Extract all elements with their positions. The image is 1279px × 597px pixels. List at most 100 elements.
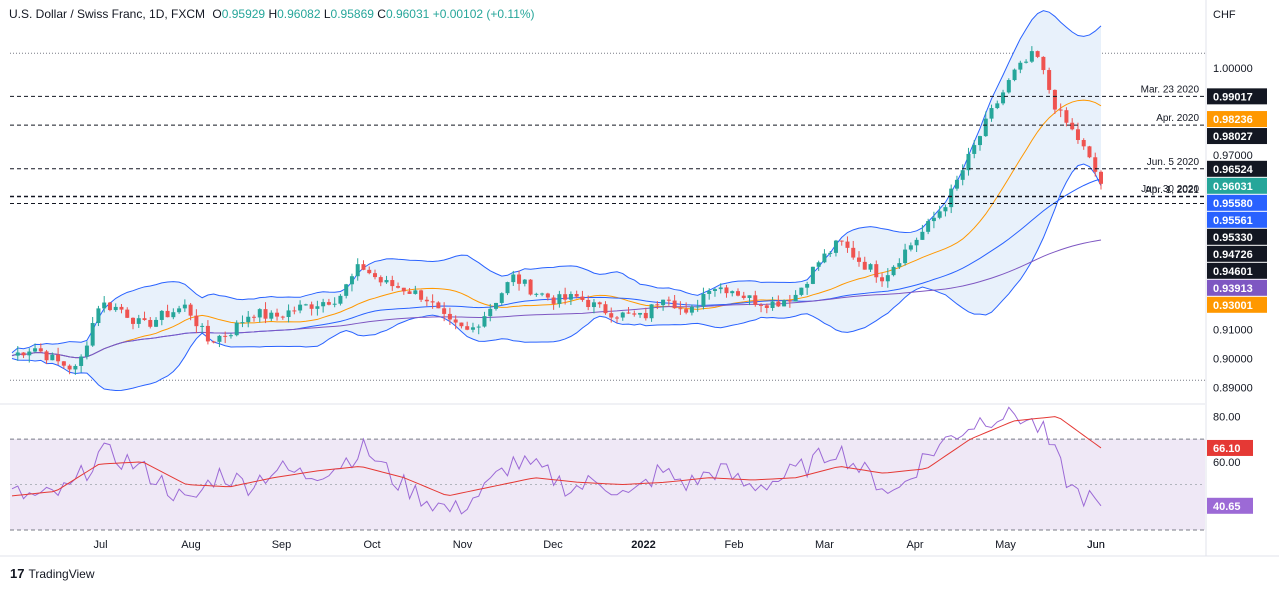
time-axis-label: Apr — [906, 539, 923, 551]
candle-body — [1064, 110, 1069, 123]
candle-body — [1035, 51, 1040, 57]
candle-body — [61, 361, 66, 366]
candle-body — [586, 299, 591, 308]
candle-body — [1012, 69, 1017, 81]
time-axis-label: Mar — [815, 539, 834, 551]
candle-body — [914, 239, 919, 246]
candle-body — [816, 262, 821, 267]
candle-body — [113, 306, 118, 311]
candle-body — [1052, 89, 1057, 110]
time-axis-label: Jul — [93, 539, 107, 551]
candle-body — [1087, 146, 1092, 158]
price-tag-label: 0.93001 — [1213, 300, 1253, 312]
candle-body — [125, 309, 130, 318]
price-tag-label: 0.99017 — [1213, 91, 1253, 103]
candle-body — [626, 312, 631, 314]
candle-body — [591, 302, 596, 308]
candle-body — [908, 245, 913, 250]
price-tag — [1207, 262, 1267, 279]
candle-body — [159, 310, 164, 320]
tradingview-footer[interactable]: 17 TradingView — [10, 566, 95, 581]
price-tag-label: 0.93913 — [1213, 283, 1253, 295]
candle-body — [937, 211, 942, 218]
time-axis-label: Feb — [725, 539, 744, 551]
candle-body — [107, 302, 112, 311]
candle-body — [805, 283, 810, 288]
candle-body — [684, 309, 689, 313]
candle-body — [33, 348, 38, 352]
candle-body — [177, 308, 182, 313]
candle-body — [753, 295, 758, 305]
candle-body — [695, 306, 700, 308]
candle-body — [707, 290, 712, 294]
candle-body — [620, 312, 625, 318]
price-tag — [1207, 194, 1267, 211]
candle-body — [56, 354, 61, 362]
candle-body — [131, 317, 135, 324]
candle-body — [972, 145, 977, 154]
candle-body — [845, 241, 850, 248]
candle-body — [355, 264, 360, 277]
candle-body — [661, 299, 666, 306]
candle-body — [868, 264, 873, 270]
price-tick-label: 1.00000 — [1213, 63, 1253, 75]
bollinger-upper-line — [11, 10, 1102, 354]
candle-body — [949, 188, 954, 208]
candle-body — [200, 325, 205, 327]
candle-body — [424, 299, 429, 302]
candle-body — [926, 221, 931, 232]
candle-body — [378, 277, 383, 283]
candle-body — [499, 293, 504, 303]
candle-body — [96, 308, 101, 324]
candle-body — [234, 322, 239, 336]
candle-body — [194, 315, 199, 327]
candle-body — [545, 293, 550, 298]
high-label: H — [268, 7, 278, 21]
candle-body — [712, 289, 717, 291]
candle-body — [782, 300, 787, 307]
candle-body — [724, 287, 729, 294]
candle-body — [136, 318, 141, 324]
candle-body — [1081, 140, 1086, 147]
candle-body — [983, 118, 988, 137]
candle-body — [741, 295, 746, 298]
candle-body — [494, 302, 498, 309]
candle-body — [246, 316, 251, 323]
tradingview-logo-icon: 17 — [10, 566, 25, 581]
level-label: Apr. 2020 — [1156, 113, 1199, 124]
ma-orange-line — [11, 99, 1102, 359]
candle-body — [67, 365, 72, 370]
candle-body — [182, 304, 187, 309]
price-tag — [1207, 177, 1267, 194]
candle-body — [390, 280, 395, 287]
candle-body — [851, 247, 856, 258]
candle-body — [891, 266, 896, 276]
candle-body — [764, 305, 769, 308]
candle-body — [326, 302, 331, 305]
candle-body — [666, 299, 671, 301]
price-tag — [1207, 228, 1267, 245]
candle-body — [1058, 109, 1063, 111]
candle-body — [476, 326, 481, 328]
candle-body — [672, 300, 677, 309]
candle-body — [833, 240, 838, 253]
candle-body — [1093, 157, 1098, 172]
candle-body — [384, 280, 389, 283]
candle-body — [966, 153, 971, 171]
candle-body — [839, 240, 844, 242]
time-axis-label: Aug — [181, 539, 201, 551]
candle-body — [505, 282, 510, 294]
candle-body — [701, 293, 706, 307]
candle-body — [793, 294, 798, 302]
candle-body — [597, 302, 602, 305]
price-tick-label: 0.90000 — [1213, 353, 1253, 365]
candle-body — [436, 302, 441, 309]
candle-body — [79, 356, 84, 366]
price-tag-label: 0.95580 — [1213, 198, 1253, 210]
price-tag-label: 0.94601 — [1213, 266, 1253, 278]
rsi-line — [11, 406, 1102, 515]
candle-body — [759, 304, 764, 306]
level-label: Apr. 1, 2021 — [1145, 185, 1199, 196]
